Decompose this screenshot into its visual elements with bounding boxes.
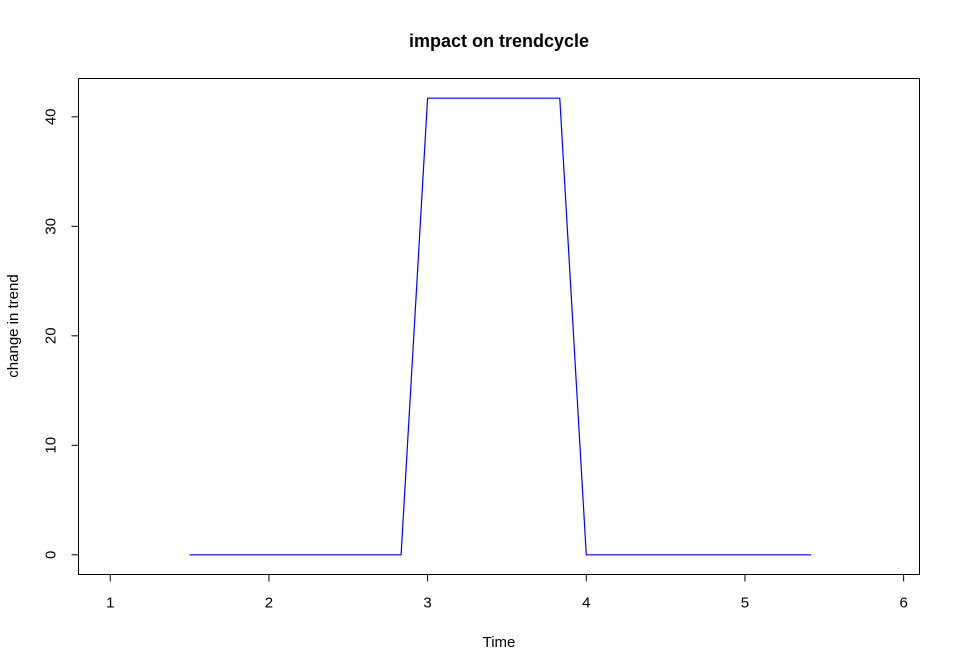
series-group bbox=[189, 97, 812, 556]
y-tick-label: 10 bbox=[42, 437, 59, 454]
y-tick-label: 0 bbox=[42, 551, 59, 559]
y-tick-label: 30 bbox=[42, 218, 59, 235]
x-tick-label: 4 bbox=[582, 595, 590, 612]
x-tick-label: 5 bbox=[741, 595, 749, 612]
x-axis: 1 2 3 4 5 6 bbox=[106, 574, 908, 612]
x-axis-label: Time bbox=[483, 634, 516, 651]
y-axis: 0 10 20 30 40 bbox=[42, 108, 79, 559]
x-tick-label: 2 bbox=[265, 595, 273, 612]
x-tick-label: 6 bbox=[899, 595, 907, 612]
plot-area bbox=[78, 78, 920, 575]
x-tick-label: 3 bbox=[423, 595, 431, 612]
y-tick-label: 20 bbox=[42, 327, 59, 344]
y-tick-label: 40 bbox=[42, 108, 59, 125]
series-line-impact bbox=[189, 97, 812, 556]
y-axis-label: change in trend bbox=[5, 274, 22, 377]
x-tick-label: 1 bbox=[106, 595, 114, 612]
chart-title: impact on trendcycle bbox=[409, 31, 589, 51]
